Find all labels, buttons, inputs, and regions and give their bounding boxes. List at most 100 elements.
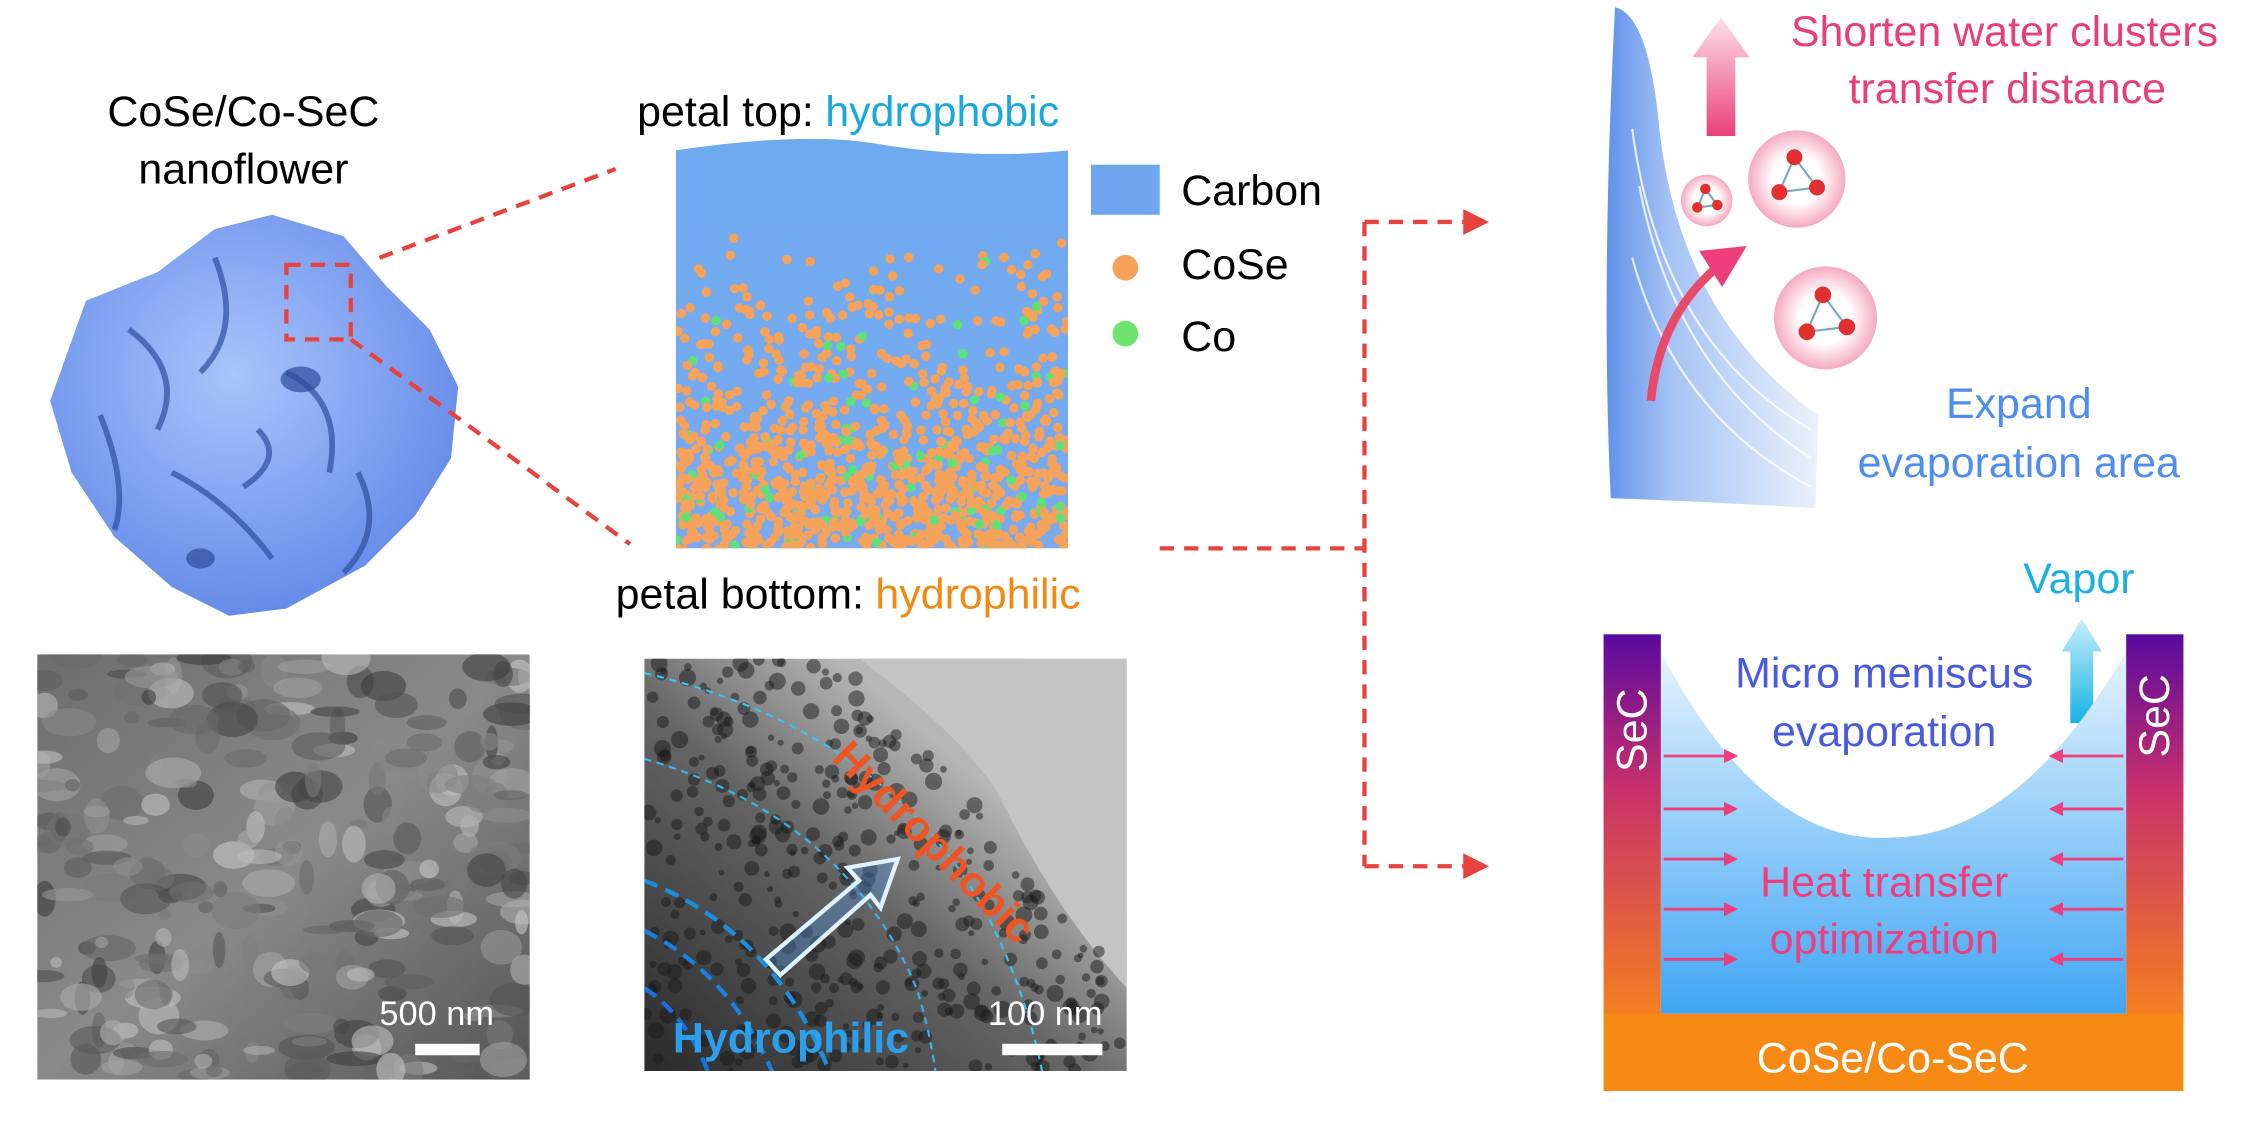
particle <box>951 435 961 446</box>
particle <box>795 450 806 461</box>
molecule <box>1692 202 1703 213</box>
particle <box>1031 301 1042 312</box>
grain <box>717 818 731 832</box>
grain <box>857 711 873 726</box>
texture <box>384 748 428 768</box>
grain <box>886 834 896 844</box>
particle <box>839 520 850 530</box>
particle <box>869 403 880 414</box>
particle <box>826 477 836 487</box>
particle <box>902 427 912 437</box>
grain <box>959 809 970 820</box>
particle <box>800 403 811 413</box>
texture <box>37 1008 68 1019</box>
texture <box>136 1050 189 1068</box>
texture <box>448 688 467 710</box>
clusters-text: transfer distance <box>1849 65 2166 113</box>
particle <box>1000 467 1010 477</box>
grain <box>759 762 774 777</box>
particle <box>919 377 929 388</box>
texture <box>156 1018 197 1035</box>
particle <box>1010 434 1021 444</box>
particle <box>721 431 731 442</box>
texture <box>454 731 486 763</box>
texture <box>295 891 308 924</box>
particle <box>1023 380 1033 391</box>
particle <box>724 457 734 467</box>
grain <box>782 868 793 879</box>
grain <box>1011 871 1020 879</box>
particle <box>806 362 816 372</box>
grain <box>836 786 849 799</box>
texture <box>274 806 298 841</box>
particle <box>1024 466 1034 477</box>
grain <box>753 690 767 705</box>
grain <box>810 982 822 993</box>
particle <box>1005 417 1015 428</box>
wall-label: SeC <box>1609 688 1657 772</box>
particle <box>1023 260 1033 270</box>
particle <box>675 479 684 489</box>
grain <box>935 864 942 871</box>
grain <box>767 886 774 893</box>
direction-arrow <box>762 856 901 979</box>
particle <box>787 422 798 432</box>
particle <box>995 392 1006 402</box>
grain <box>806 827 820 842</box>
particle <box>702 402 712 413</box>
grain <box>1079 945 1088 953</box>
particle <box>738 459 749 470</box>
particle <box>710 507 720 517</box>
grain <box>912 1011 924 1023</box>
grain <box>886 926 902 942</box>
particle <box>870 505 881 515</box>
grain <box>877 762 891 776</box>
petal-top-label: petal top: hydrophobic <box>637 88 1059 136</box>
grain <box>823 791 832 800</box>
particle <box>715 440 725 450</box>
particle <box>766 399 776 410</box>
texture <box>168 881 214 904</box>
particle <box>803 378 814 389</box>
particle <box>961 424 971 435</box>
particle <box>1030 324 1040 335</box>
particle <box>741 481 751 491</box>
particle <box>1017 491 1028 502</box>
particle <box>710 326 721 337</box>
texture <box>453 870 469 890</box>
grain <box>1081 973 1091 982</box>
particle <box>782 462 792 472</box>
texture <box>406 733 443 752</box>
grain <box>858 880 872 895</box>
grain <box>695 822 708 835</box>
texture <box>368 959 406 979</box>
texture <box>283 1012 339 1034</box>
grain <box>678 669 697 687</box>
grain <box>843 770 858 785</box>
particle <box>787 487 797 497</box>
nanoflower-title: CoSe/Co-SeC <box>107 88 379 136</box>
particle <box>1028 443 1038 454</box>
texture <box>376 1052 406 1080</box>
particle <box>868 266 879 276</box>
grain <box>740 977 757 994</box>
particle <box>969 395 980 405</box>
bubble <box>1748 130 1846 228</box>
grain <box>802 703 820 720</box>
particle <box>829 496 840 507</box>
particle <box>989 472 1000 483</box>
grain <box>716 677 724 685</box>
grain <box>877 1003 885 1012</box>
particle <box>977 259 987 270</box>
particle <box>830 533 841 543</box>
leaf-lines <box>1631 128 1812 488</box>
particle <box>1039 468 1049 478</box>
grain <box>650 658 668 673</box>
texture <box>479 1042 527 1078</box>
grain <box>821 779 831 788</box>
grain <box>866 1008 883 1025</box>
particle <box>845 344 856 354</box>
texture <box>80 935 136 962</box>
particle <box>879 404 889 414</box>
